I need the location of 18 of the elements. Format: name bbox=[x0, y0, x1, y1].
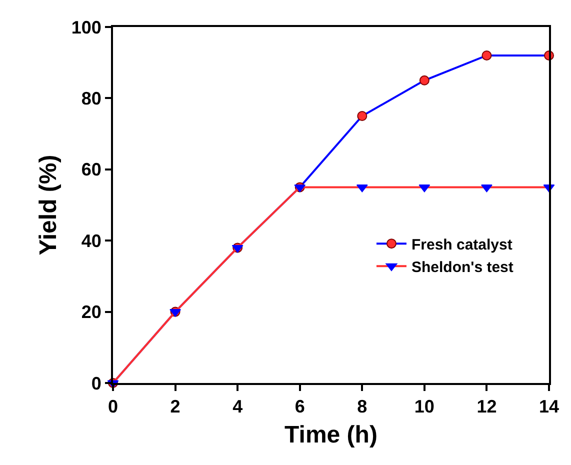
x-axis-title: Time (h) bbox=[284, 421, 378, 448]
x-tick-label: 6 bbox=[294, 396, 305, 417]
y-tick-label: 20 bbox=[81, 302, 102, 322]
y-tick-label: 60 bbox=[81, 160, 102, 180]
legend-label: Sheldon's test bbox=[411, 258, 514, 276]
y-tick-label: 100 bbox=[71, 17, 102, 38]
x-tick-label: 10 bbox=[414, 396, 434, 417]
x-tick-label: 4 bbox=[232, 396, 243, 417]
x-tick-label: 2 bbox=[170, 396, 180, 417]
x-tick-label: 12 bbox=[476, 396, 497, 417]
y-axis-title: Yield (%) bbox=[34, 154, 62, 256]
y-tick-label: 0 bbox=[91, 373, 102, 394]
legend-label: Fresh catalyst bbox=[411, 236, 512, 254]
x-tick-label: 8 bbox=[357, 396, 368, 417]
x-tick-label: 0 bbox=[108, 396, 118, 417]
y-tick-label: 40 bbox=[81, 230, 102, 251]
y-tick-label: 80 bbox=[81, 88, 102, 108]
x-tick-label: 14 bbox=[538, 396, 560, 417]
